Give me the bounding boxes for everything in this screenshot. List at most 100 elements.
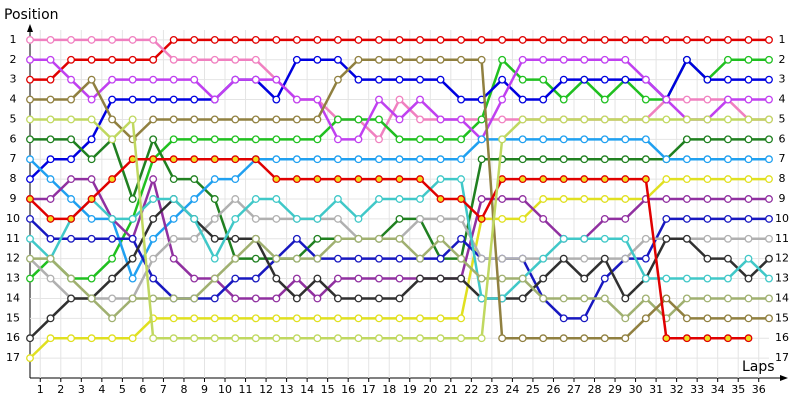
- lap-marker: [26, 95, 34, 104]
- lap-marker: [354, 294, 363, 303]
- lap-marker: [498, 214, 507, 223]
- lap-marker: [251, 274, 260, 283]
- lap-marker: [641, 234, 650, 243]
- lap-marker: [354, 314, 363, 323]
- lap-marker: [416, 314, 424, 323]
- lap-marker: [580, 294, 589, 303]
- lap-marker: [313, 294, 322, 303]
- lap-marker: [518, 195, 527, 203]
- lap-marker: [744, 234, 753, 243]
- lap-marker: [621, 155, 630, 164]
- lap-marker: [395, 195, 404, 203]
- lap-marker: [272, 75, 281, 84]
- lap-marker: [395, 314, 404, 323]
- lap-marker: [723, 314, 732, 323]
- lap-marker: [313, 234, 322, 243]
- lap-marker: [333, 135, 342, 144]
- lap-marker: [333, 214, 342, 223]
- lap-marker: [477, 274, 486, 283]
- lap-marker: [580, 155, 589, 164]
- lap-marker: [539, 55, 548, 64]
- lap-marker: [169, 214, 178, 223]
- y-tick-label-right: 5: [779, 112, 786, 125]
- lap-marker: [149, 195, 158, 203]
- lap-marker: [87, 95, 96, 104]
- lap-marker: [87, 115, 96, 124]
- lap-marker: [190, 115, 199, 124]
- lap-marker: [621, 55, 630, 64]
- lap-marker: [682, 35, 691, 44]
- lap-marker: [723, 55, 732, 64]
- lap-marker: [723, 135, 732, 144]
- lap-marker: [518, 155, 527, 164]
- y-tick-label: 15: [6, 311, 20, 324]
- x-tick-label: 24: [505, 383, 519, 396]
- lap-marker: [416, 135, 424, 144]
- lap-marker: [559, 115, 568, 124]
- lap-marker: [662, 274, 671, 283]
- lap-marker: [416, 115, 424, 124]
- lap-marker: [251, 35, 260, 44]
- lap-marker: [169, 35, 178, 44]
- lap-marker: [580, 175, 589, 184]
- lap-marker: [108, 274, 117, 283]
- lap-marker: [67, 294, 76, 303]
- lap-marker: [210, 115, 219, 124]
- lap-marker: [682, 155, 691, 164]
- lap-marker: [416, 75, 424, 84]
- lap-marker: [457, 135, 466, 144]
- lap-marker: [333, 254, 342, 263]
- lap-marker: [600, 214, 609, 223]
- x-tick-label: 14: [300, 383, 314, 396]
- lap-marker: [251, 75, 260, 84]
- lap-marker: [600, 155, 609, 164]
- lap-marker: [272, 115, 281, 124]
- x-tick-label: 18: [382, 383, 396, 396]
- x-tick-label: 27: [567, 383, 581, 396]
- lap-marker: [498, 334, 507, 343]
- lap-marker: [477, 135, 486, 144]
- lap-marker: [128, 214, 137, 223]
- lap-marker: [87, 175, 96, 184]
- lap-marker: [682, 135, 691, 144]
- x-tick-label: 15: [321, 383, 335, 396]
- lap-marker: [539, 155, 548, 164]
- lap-marker: [46, 155, 55, 164]
- lap-marker: [765, 294, 773, 303]
- lap-marker: [108, 254, 117, 263]
- lap-marker: [580, 314, 589, 323]
- lap-marker: [313, 314, 322, 323]
- lap-marker: [477, 334, 486, 343]
- lap-marker: [682, 55, 691, 64]
- x-tick-label: 19: [403, 383, 417, 396]
- lap-marker: [744, 75, 753, 84]
- lap-marker: [765, 214, 773, 223]
- lap-marker: [518, 334, 527, 343]
- lap-marker: [231, 175, 240, 184]
- y-tick-label: 7: [10, 152, 17, 165]
- lap-marker: [723, 294, 732, 303]
- lap-marker: [87, 274, 96, 283]
- lap-marker: [313, 135, 322, 144]
- lap-marker: [395, 155, 404, 164]
- lap-marker: [436, 234, 445, 243]
- lap-marker: [477, 35, 486, 44]
- lap-marker: [662, 195, 671, 203]
- lap-marker: [580, 334, 589, 343]
- lap-marker: [128, 95, 137, 104]
- lap-marker: [190, 155, 199, 164]
- lap-marker: [662, 214, 671, 223]
- lap-marker: [641, 35, 650, 44]
- lap-marker: [292, 214, 301, 223]
- lap-marker: [723, 115, 732, 124]
- lap-marker: [169, 135, 178, 144]
- lap-marker: [559, 314, 568, 323]
- lap-marker: [67, 195, 76, 203]
- lap-marker: [416, 254, 424, 263]
- lap-marker: [395, 75, 404, 84]
- lap-marker: [518, 75, 527, 84]
- lap-marker: [539, 294, 548, 303]
- lap-marker: [87, 155, 96, 164]
- lap-marker: [313, 55, 322, 64]
